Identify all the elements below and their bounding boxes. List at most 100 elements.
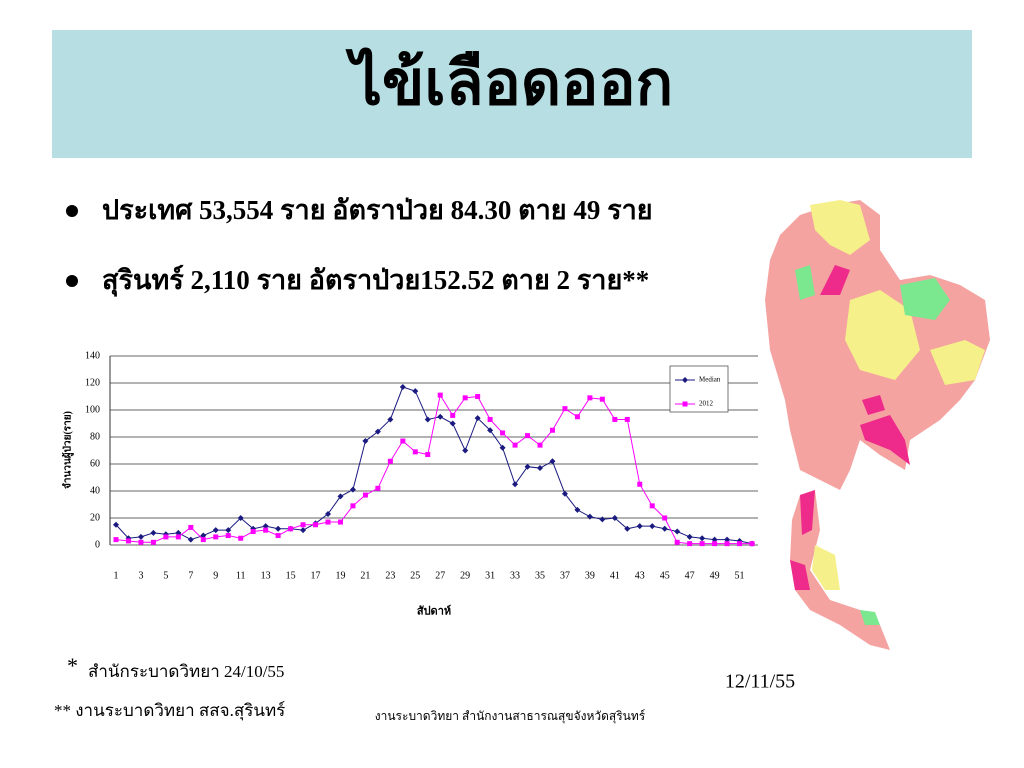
y-tick-label: 100 [85,404,100,415]
bullet: ประเทศ 53,554 ราย อัตราป่วย 84.30 ตาย 49… [102,195,653,225]
marker [699,541,705,547]
map-region [810,200,870,255]
y-axis-label: จำนวนผู้ป่วย(ราย) [61,411,74,489]
marker [512,481,519,488]
marker [636,523,643,530]
x-tick-label: 47 [685,570,695,581]
marker [549,458,556,465]
marker [674,539,680,545]
marker [362,438,369,445]
marker [686,533,693,540]
x-tick-label: 21 [360,570,370,581]
x-tick-label: 29 [460,570,470,581]
marker [262,523,269,530]
marker [125,538,131,544]
marker [313,522,319,528]
marker [400,438,406,444]
y-tick-label: 20 [90,512,100,523]
x-tick-label: 15 [286,570,296,581]
marker [337,493,344,500]
y-tick-label: 0 [95,539,100,550]
marker [237,515,244,521]
marker [524,463,531,470]
marker [200,532,207,539]
marker [288,526,294,532]
marker [437,392,443,398]
x-tick-label: 45 [660,570,670,581]
date: 12/11/55 [725,671,795,693]
marker [175,529,182,536]
y-tick-label: 80 [90,431,100,442]
marker [138,539,144,545]
marker [474,415,481,422]
marker [712,541,718,547]
footnote: สำนักระบาดวิทยา 24/10/55 [88,662,284,681]
marker [587,395,593,401]
marker [624,525,631,532]
marker [113,521,119,528]
x-tick-label: 35 [535,570,545,581]
marker [637,481,643,487]
marker [275,533,281,539]
marker [350,503,356,509]
marker [599,516,606,523]
series-line [115,393,752,545]
marker [649,503,655,509]
map-region [795,265,815,300]
map-region [860,610,880,625]
slide-title: ไข้เลือดออก [345,47,673,118]
marker [225,533,231,539]
marker [649,523,656,530]
marker [561,490,568,497]
marker [537,465,543,472]
map-region [812,545,840,590]
map-region [790,490,890,650]
x-tick-label: 27 [435,570,445,581]
marker [682,377,688,383]
marker [300,527,307,534]
x-tick-label: 43 [635,570,645,581]
marker [175,534,181,540]
marker [724,536,731,543]
legend-label: 2012 [699,400,714,408]
marker [325,519,331,525]
x-tick-label: 19 [335,570,345,581]
marker [749,541,755,547]
y-tick-label: 60 [90,458,100,469]
y-tick-label: 120 [85,377,100,388]
marker [263,527,269,533]
bullet: สุรินทร์ 2,110 ราย อัตราป่วย152.52 ตาย 2… [102,264,649,297]
footnote: ** งานระบาดวิทยา สสจ.สุรินทร์ [54,701,285,721]
marker [724,541,730,547]
x-tick-label: 31 [485,570,495,581]
map-region [800,490,815,535]
marker [699,535,706,542]
marker [562,406,568,412]
x-axis-label: สัปดาห์ [417,605,451,618]
marker [225,527,232,534]
marker [512,442,518,448]
footnote: * [67,653,78,678]
x-tick-label: 49 [710,570,720,581]
marker [374,428,381,435]
marker [487,416,493,422]
x-tick-label: 11 [236,570,246,581]
footer: งานระบาดวิทยา สำนักงานสาธารณสุขจังหวัดสุ… [375,709,646,724]
marker [213,534,219,540]
marker [487,427,494,434]
marker [549,427,555,433]
marker [412,449,418,455]
marker [437,413,444,420]
marker [275,525,282,532]
marker [462,447,469,454]
marker [500,430,506,436]
y-tick-label: 40 [90,485,100,496]
marker [687,541,693,547]
marker [387,458,393,464]
marker [137,533,144,540]
marker [250,529,256,534]
x-tick-label: 37 [560,570,570,581]
marker [711,536,718,543]
marker [599,396,605,402]
